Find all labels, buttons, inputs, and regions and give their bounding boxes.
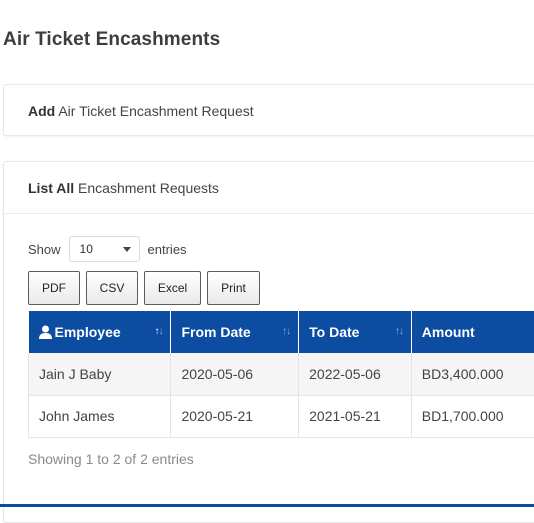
- encashment-table: Employee ↑↓ From Date ↑↓ To Date ↑↓ Amou…: [28, 311, 534, 438]
- pdf-button[interactable]: PDF: [28, 271, 80, 305]
- column-label-employee: Employee: [55, 324, 121, 340]
- cell-to-date: 2021-05-21: [299, 395, 412, 437]
- export-buttons: PDF CSV Excel Print: [28, 271, 266, 305]
- column-label-amount: Amount: [422, 324, 475, 340]
- cell-amount: BD1,700.000: [411, 395, 534, 437]
- table-header-row: Employee ↑↓ From Date ↑↓ To Date ↑↓ Amou…: [29, 311, 534, 353]
- table-row[interactable]: John James 2020-05-21 2021-05-21 BD1,700…: [29, 395, 534, 437]
- csv-button[interactable]: CSV: [86, 271, 138, 305]
- entries-label: entries: [148, 242, 187, 257]
- cell-employee: Jain J Baby: [29, 353, 171, 395]
- list-requests-header-bold: List All: [28, 180, 74, 196]
- sort-icon: ↑↓: [282, 326, 290, 337]
- sort-icon: ↑↓: [395, 326, 403, 337]
- show-label: Show: [28, 242, 61, 257]
- cell-to-date: 2022-05-06: [299, 353, 412, 395]
- page-title: Air Ticket Encashments: [3, 29, 220, 51]
- page-length-select[interactable]: 10: [69, 236, 140, 262]
- column-header-from-date[interactable]: From Date ↑↓: [171, 311, 299, 353]
- column-header-to-date[interactable]: To Date ↑↓: [299, 311, 412, 353]
- list-requests-panel: List All Encashment Requests Show 10 ent…: [3, 161, 534, 523]
- page-length-value: 10: [80, 242, 93, 256]
- cell-from-date: 2020-05-21: [171, 395, 299, 437]
- cell-employee: John James: [29, 395, 171, 437]
- sort-icon: ↑↓: [154, 326, 162, 337]
- cell-amount: BD3,400.000: [411, 353, 534, 395]
- user-icon: [39, 325, 52, 339]
- table-row[interactable]: Jain J Baby 2020-05-06 2022-05-06 BD3,40…: [29, 353, 534, 395]
- add-request-header-text: Air Ticket Encashment Request: [55, 103, 253, 119]
- add-request-panel: Add Air Ticket Encashment Request: [3, 84, 534, 136]
- add-request-header-bold: Add: [28, 103, 55, 119]
- cell-from-date: 2020-05-06: [171, 353, 299, 395]
- table-info: Showing 1 to 2 of 2 entries: [28, 451, 194, 467]
- column-header-employee[interactable]: Employee ↑↓: [29, 311, 171, 353]
- add-request-header[interactable]: Add Air Ticket Encashment Request: [28, 103, 254, 119]
- column-label-to-date: To Date: [309, 324, 359, 340]
- list-requests-header: List All Encashment Requests: [28, 180, 219, 196]
- column-header-amount[interactable]: Amount: [411, 311, 534, 353]
- page-length-control: Show 10 entries: [28, 236, 187, 262]
- excel-button[interactable]: Excel: [144, 271, 201, 305]
- panel-divider: [4, 213, 534, 214]
- chevron-down-icon: [123, 247, 131, 252]
- list-requests-header-text: Encashment Requests: [74, 180, 219, 196]
- column-label-from-date: From Date: [181, 324, 250, 340]
- print-button[interactable]: Print: [207, 271, 260, 305]
